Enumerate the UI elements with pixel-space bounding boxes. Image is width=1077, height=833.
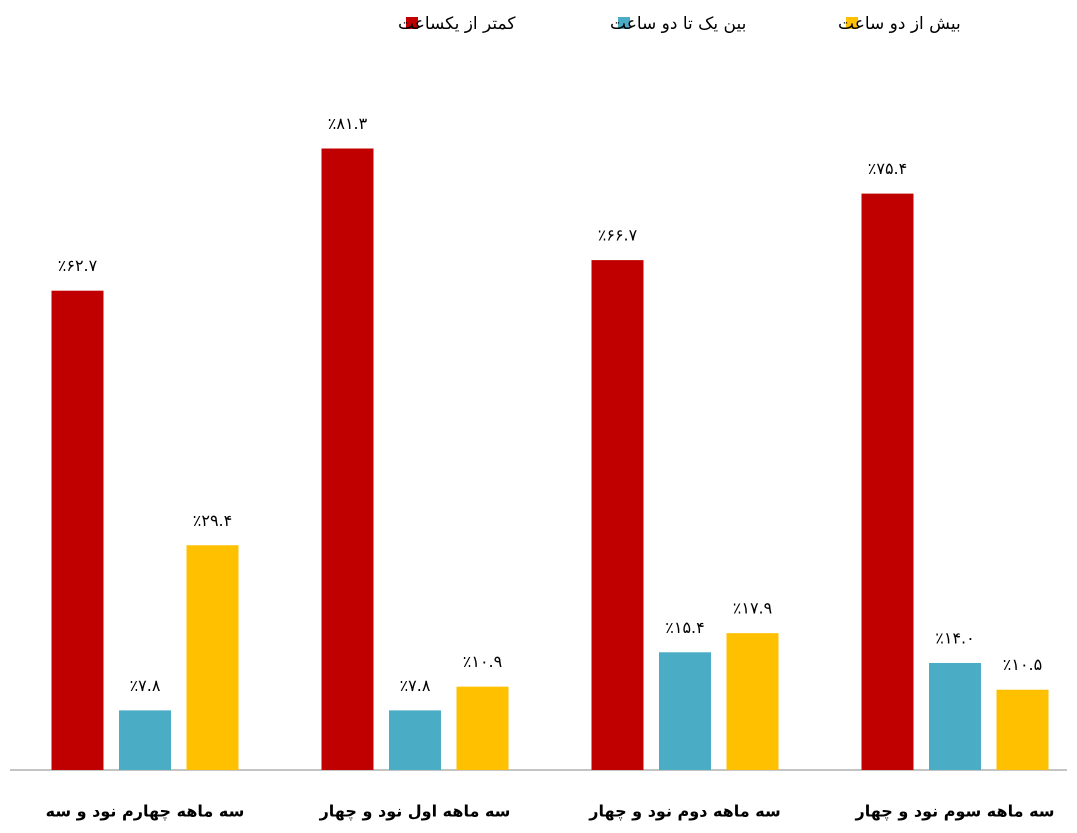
x-tick-label: سه ماهه سوم نود و چهار (855, 802, 1055, 822)
bar (119, 710, 171, 770)
x-tick-label: سه ماهه اول نود و چهار (319, 802, 511, 822)
data-label: ٪۷.۸ (400, 676, 431, 695)
data-label: ٪۸۱.۳ (328, 114, 368, 133)
data-label: ٪۱۰.۹ (463, 652, 502, 671)
bar (51, 290, 104, 770)
bar (929, 662, 981, 770)
legend-label: بین یک تا دو ساعت (610, 14, 746, 34)
bar (996, 689, 1049, 770)
data-label: ٪۱۷.۹ (733, 599, 772, 618)
data-label: ٪۱۴.۰ (935, 628, 974, 647)
legend-swatch (406, 17, 418, 29)
bar (861, 193, 914, 770)
bar (591, 260, 644, 770)
data-label: ٪۲۹.۴ (193, 511, 232, 530)
data-label: ٪۷۵.۴ (868, 159, 907, 178)
legend-swatch (846, 17, 858, 29)
bar (186, 545, 239, 770)
legend-label: کمتر از یکساعت (398, 14, 516, 34)
data-label: ٪۷.۸ (130, 676, 161, 695)
legend-swatch (618, 17, 630, 29)
bar (456, 686, 509, 770)
data-label: ٪۱۰.۵ (1003, 655, 1042, 674)
bar (321, 148, 374, 771)
x-tick-label: سه ماهه دوم نود و چهار (588, 802, 780, 822)
data-label: ٪۶۶.۷ (598, 226, 638, 245)
data-label: ٪۶۲.۷ (58, 256, 98, 275)
bar (726, 633, 779, 770)
x-tick-label: سه ماهه چهارم نود و سه (46, 802, 245, 822)
data-label: ٪۱۵.۴ (665, 618, 704, 637)
bar (659, 652, 711, 770)
bar (389, 710, 441, 770)
legend-label: بیش از دو ساعت (838, 14, 961, 34)
